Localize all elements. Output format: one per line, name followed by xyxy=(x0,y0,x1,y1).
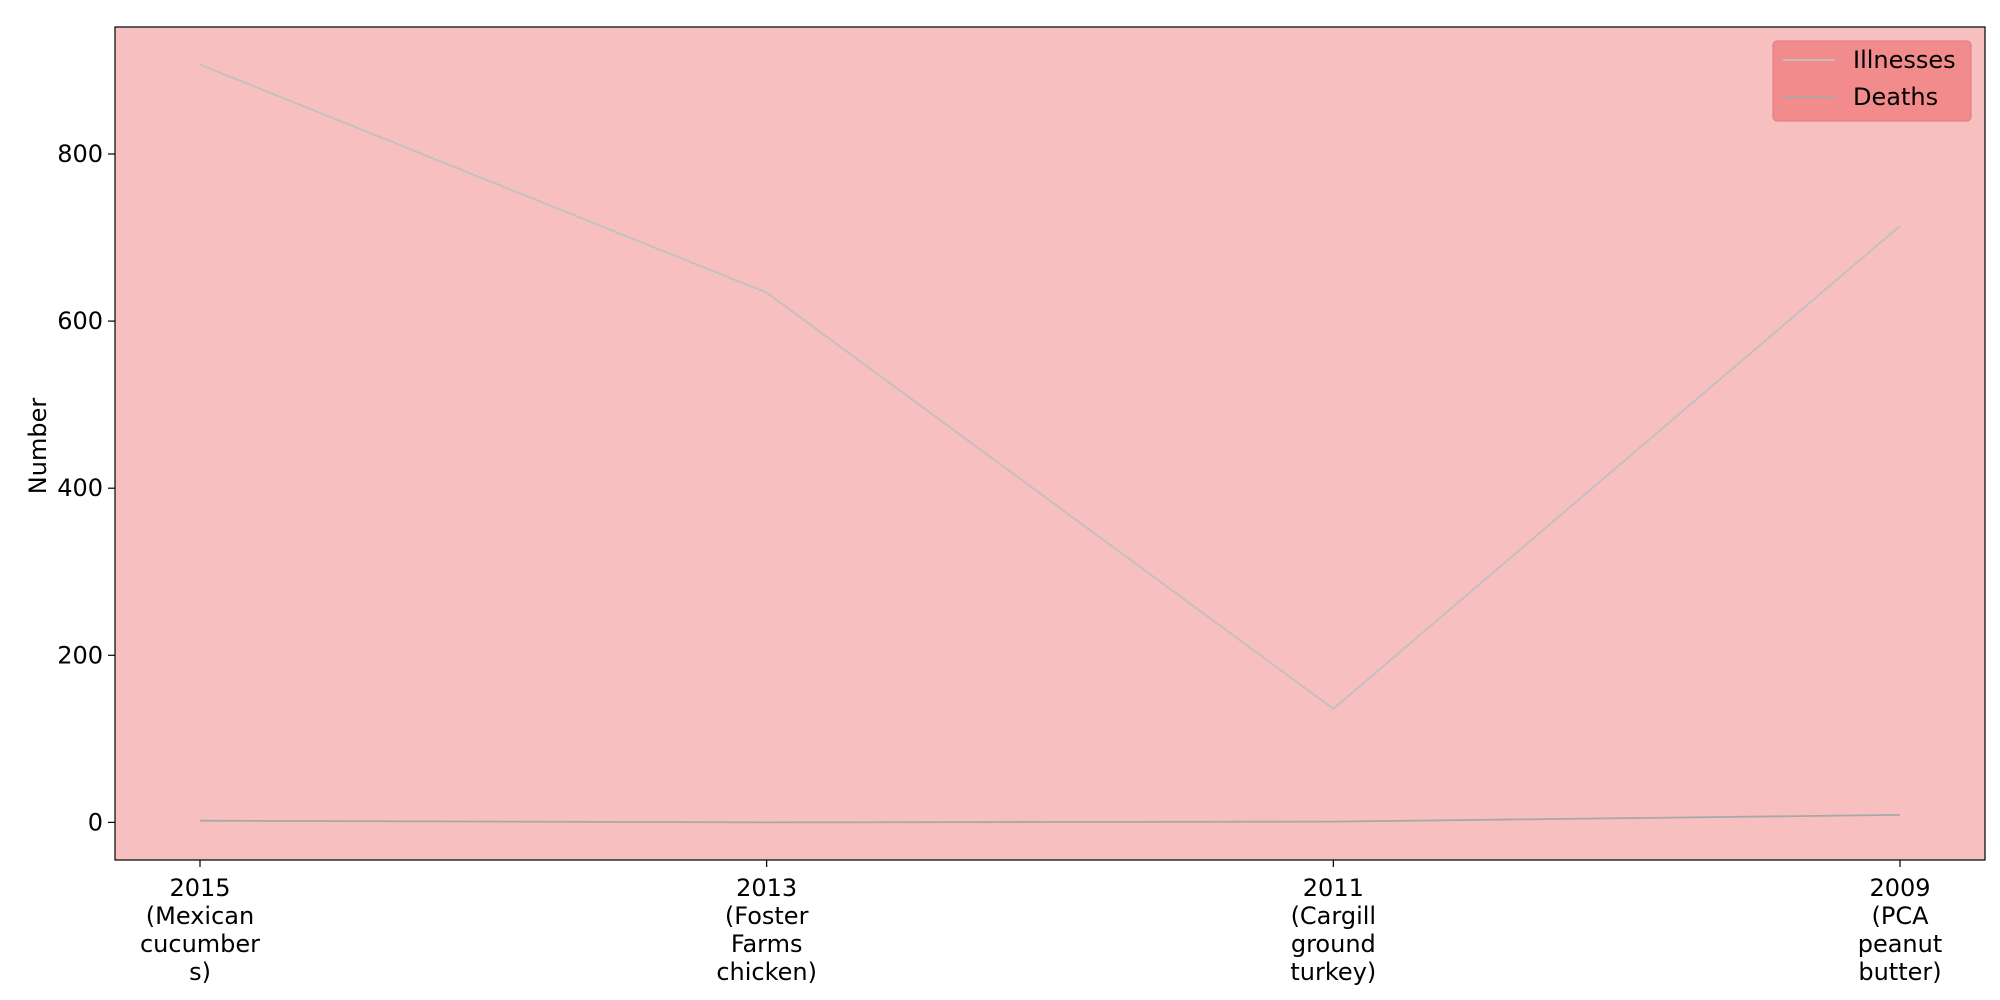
plot-frame xyxy=(114,26,1986,861)
x-tick-label: 2011 (Cargill ground turkey) xyxy=(1290,874,1376,986)
y-tick-label: 600 xyxy=(57,307,103,335)
x-tick-label: 2013 (Foster Farms chicken) xyxy=(716,874,817,986)
x-axis: 2015 (Mexican cucumber s) 2013 (Foster Farms ch… xyxy=(140,860,1942,986)
y-tick-label: 200 xyxy=(57,641,103,669)
legend: Illnesses Deaths xyxy=(1772,40,1972,122)
legend-label-illnesses: Illnesses xyxy=(1853,46,1956,74)
y-axis-title: Number xyxy=(24,398,52,495)
y-tick-label: 400 xyxy=(57,474,103,502)
series-line-illnesses xyxy=(199,63,1901,710)
legend-box xyxy=(1772,40,1972,122)
y-tick-label: 0 xyxy=(88,808,103,836)
x-tick-label: 2015 (Mexican cucumber s) xyxy=(140,874,260,986)
series-layer xyxy=(199,63,1901,824)
y-axis: 0 200 400 600 800 xyxy=(57,140,115,836)
legend-label-deaths: Deaths xyxy=(1853,83,1938,111)
y-tick-label: 800 xyxy=(57,140,103,168)
plot-area xyxy=(115,27,1985,860)
series-line-deaths xyxy=(199,814,1901,824)
x-tick-label: 2009 (PCA peanut butter) xyxy=(1858,874,1943,986)
